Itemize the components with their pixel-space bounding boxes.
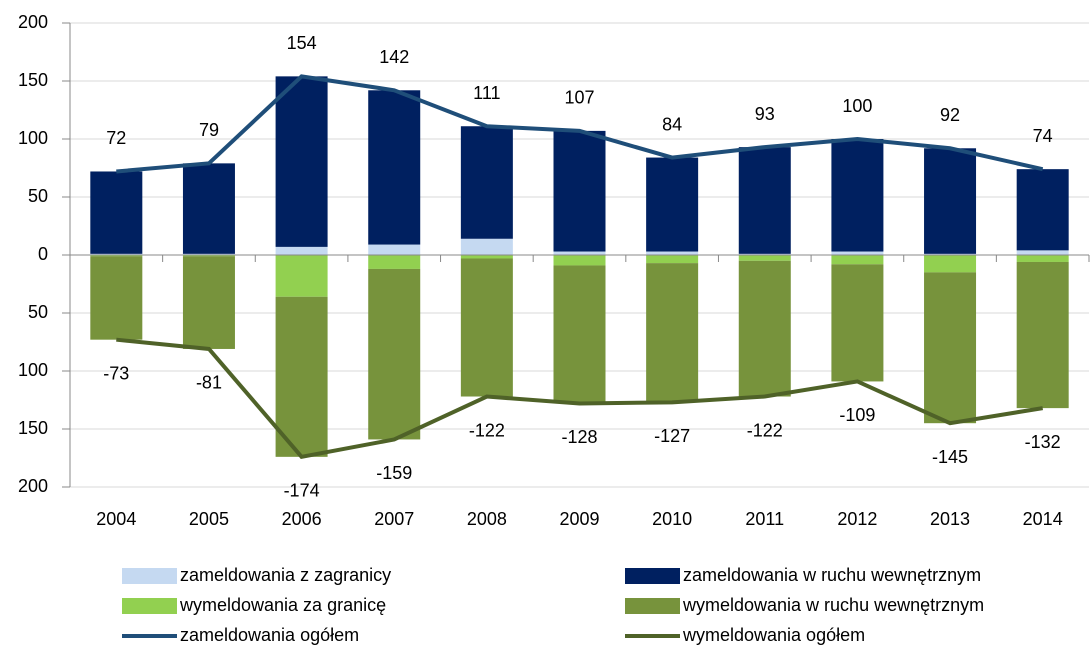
data-label: -132 [1025, 432, 1061, 452]
data-label: 74 [1033, 126, 1053, 146]
line [116, 74, 1044, 174]
data-label: 72 [106, 128, 126, 148]
bar [738, 147, 791, 254]
bar [90, 171, 143, 254]
y-tick-label: 150 [18, 70, 48, 90]
bar [275, 255, 328, 297]
data-label: 92 [940, 105, 960, 125]
x-tick-label: 2013 [930, 509, 970, 529]
bar [1016, 255, 1069, 262]
legend-label: zameldowania w ruchu wewnętrznym [683, 565, 981, 585]
bar [368, 90, 421, 245]
bar [831, 264, 884, 382]
x-tick-label: 2008 [467, 509, 507, 529]
data-label: 111 [473, 83, 500, 103]
data-label: -145 [932, 447, 968, 467]
bar [553, 130, 606, 252]
legend-label: zameldowania ogółem [180, 625, 359, 645]
bar [924, 272, 977, 424]
bar [924, 148, 977, 254]
bar [553, 265, 606, 404]
y-tick-label: 100 [18, 128, 48, 148]
bar [182, 255, 235, 257]
bar [553, 251, 606, 255]
bar [460, 258, 513, 397]
line [116, 337, 1044, 460]
legend-label: wymeldowania za granicę [179, 595, 386, 615]
x-tick-label: 2014 [1023, 509, 1063, 529]
bar [368, 268, 421, 440]
data-label: 79 [199, 120, 219, 140]
legend-swatch [625, 568, 680, 584]
data-label: -127 [654, 426, 690, 446]
legend-label: zameldowania z zagranicy [180, 565, 391, 585]
legend-label: wymeldowania ogółem [682, 625, 865, 645]
data-label: 93 [755, 104, 775, 124]
x-tick-label: 2012 [837, 509, 877, 529]
data-label: -174 [284, 481, 320, 501]
data-label: -159 [376, 463, 412, 483]
data-label: -122 [747, 420, 783, 440]
bar [368, 244, 421, 255]
data-label: -109 [839, 405, 875, 425]
legend-swatch [122, 568, 177, 584]
bar [738, 255, 791, 261]
bar [460, 255, 513, 259]
bar [275, 246, 328, 255]
bar [646, 263, 699, 403]
legend-swatch [625, 598, 680, 614]
x-tick-label: 2010 [652, 509, 692, 529]
data-label: 107 [564, 88, 594, 108]
bar [1016, 169, 1069, 251]
x-tick-label: 2011 [745, 509, 784, 529]
legend-swatch [122, 598, 177, 614]
bar [553, 255, 606, 266]
x-tick-label: 2005 [189, 509, 229, 529]
legend-label: wymeldowania w ruchu wewnętrznym [682, 595, 984, 615]
bar [460, 238, 513, 255]
bar [646, 255, 699, 264]
y-tick-label: 0 [38, 244, 48, 264]
bar [646, 251, 699, 255]
x-tick-label: 2006 [282, 509, 322, 529]
bar [368, 255, 421, 269]
bar [831, 251, 884, 255]
bar [460, 126, 513, 239]
bar [1016, 261, 1069, 409]
data-label: -122 [469, 420, 505, 440]
y-tick-label: 200 [18, 476, 48, 496]
x-tick-label: 2009 [559, 509, 599, 529]
x-tick-label: 2007 [374, 509, 414, 529]
y-tick-label: 50 [28, 302, 48, 322]
data-label: -81 [196, 373, 222, 393]
bar [90, 253, 143, 255]
bar [924, 255, 977, 273]
bar [90, 256, 143, 340]
bar [831, 139, 884, 252]
bar [182, 253, 235, 255]
data-label: 84 [662, 114, 682, 134]
bar [90, 255, 143, 257]
bar [738, 253, 791, 255]
bar [275, 296, 328, 457]
y-tick-label: 200 [18, 12, 48, 32]
data-label: 142 [379, 47, 409, 67]
data-label: -128 [561, 427, 597, 447]
y-tick-label: 150 [18, 418, 48, 438]
data-label: 154 [287, 33, 317, 53]
bar [646, 157, 699, 252]
bar [924, 253, 977, 255]
data-label: 100 [842, 96, 872, 116]
bar [1016, 250, 1069, 255]
bar [182, 163, 235, 254]
data-label: -73 [103, 363, 129, 383]
bar [182, 256, 235, 349]
y-tick-label: 100 [18, 360, 48, 380]
bar [738, 260, 791, 397]
y-tick-label: 50 [28, 186, 48, 206]
bar [275, 76, 328, 247]
bar [831, 255, 884, 265]
x-tick-label: 2004 [96, 509, 136, 529]
